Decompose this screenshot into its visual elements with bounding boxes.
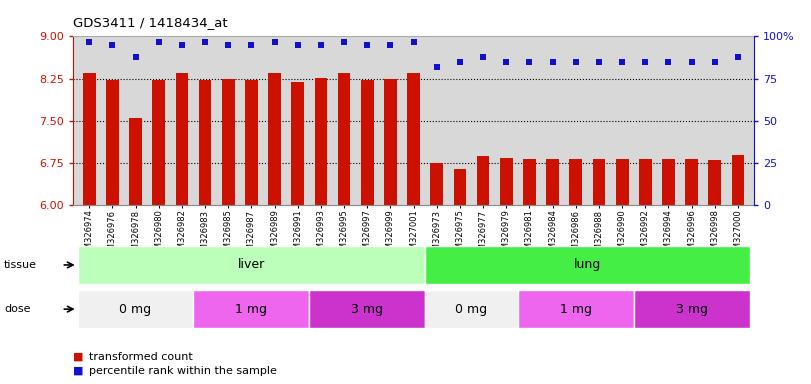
Bar — [453, 169, 466, 205]
Bar — [337, 73, 350, 205]
Bar — [662, 159, 675, 205]
Point — [431, 64, 444, 70]
Point — [732, 54, 744, 60]
Point — [291, 42, 304, 48]
Bar — [222, 79, 234, 205]
Text: 3 mg: 3 mg — [351, 303, 384, 316]
Bar — [199, 80, 212, 205]
Bar — [106, 80, 118, 205]
Bar — [384, 79, 397, 205]
Bar — [709, 161, 721, 205]
Text: 3 mg: 3 mg — [676, 303, 708, 316]
Bar — [500, 157, 513, 205]
Text: 0 mg: 0 mg — [456, 303, 487, 316]
Bar — [291, 82, 304, 205]
Text: 1 mg: 1 mg — [560, 303, 592, 316]
Point — [361, 42, 374, 48]
Text: 1 mg: 1 mg — [235, 303, 268, 316]
Point — [569, 59, 582, 65]
Text: percentile rank within the sample: percentile rank within the sample — [89, 366, 277, 376]
Point — [152, 38, 165, 45]
Bar — [315, 78, 328, 205]
Point — [268, 38, 281, 45]
Bar — [78, 246, 425, 284]
Text: GDS3411 / 1418434_at: GDS3411 / 1418434_at — [73, 16, 228, 29]
Text: liver: liver — [238, 258, 265, 271]
Point — [245, 42, 258, 48]
Point — [708, 59, 721, 65]
Bar — [268, 73, 281, 205]
Point — [199, 38, 212, 45]
Text: ■: ■ — [73, 366, 84, 376]
Bar — [175, 73, 188, 205]
Point — [175, 42, 188, 48]
Point — [83, 38, 96, 45]
Point — [477, 54, 490, 60]
Point — [546, 59, 559, 65]
Bar — [245, 80, 258, 205]
Bar — [129, 118, 142, 205]
Point — [221, 42, 234, 48]
Bar — [616, 159, 629, 205]
Bar — [633, 290, 749, 328]
Bar — [425, 246, 749, 284]
Bar — [518, 290, 633, 328]
Bar — [83, 73, 96, 205]
Point — [384, 42, 397, 48]
Bar — [685, 159, 698, 205]
Bar — [547, 159, 559, 205]
Bar — [425, 290, 518, 328]
Bar — [361, 80, 374, 205]
Point — [685, 59, 698, 65]
Text: 0 mg: 0 mg — [119, 303, 152, 316]
Point — [616, 59, 629, 65]
Point — [662, 59, 675, 65]
Point — [453, 59, 466, 65]
Point — [407, 38, 420, 45]
Bar — [407, 73, 420, 205]
Point — [500, 59, 513, 65]
Point — [639, 59, 652, 65]
Bar — [78, 290, 194, 328]
Bar — [639, 159, 652, 205]
Point — [593, 59, 606, 65]
Bar — [477, 156, 490, 205]
Bar — [152, 80, 165, 205]
Bar — [431, 163, 443, 205]
Point — [337, 38, 350, 45]
Point — [106, 42, 119, 48]
Bar — [523, 159, 536, 205]
Text: ■: ■ — [73, 352, 84, 362]
Text: lung: lung — [573, 258, 601, 271]
Point — [129, 54, 142, 60]
Point — [523, 59, 536, 65]
Text: dose: dose — [4, 304, 31, 314]
Bar — [593, 159, 605, 205]
Text: tissue: tissue — [4, 260, 37, 270]
Bar — [732, 155, 744, 205]
Bar — [194, 290, 309, 328]
Text: transformed count: transformed count — [89, 352, 193, 362]
Bar — [309, 290, 425, 328]
Point — [315, 42, 328, 48]
Bar — [569, 159, 582, 205]
